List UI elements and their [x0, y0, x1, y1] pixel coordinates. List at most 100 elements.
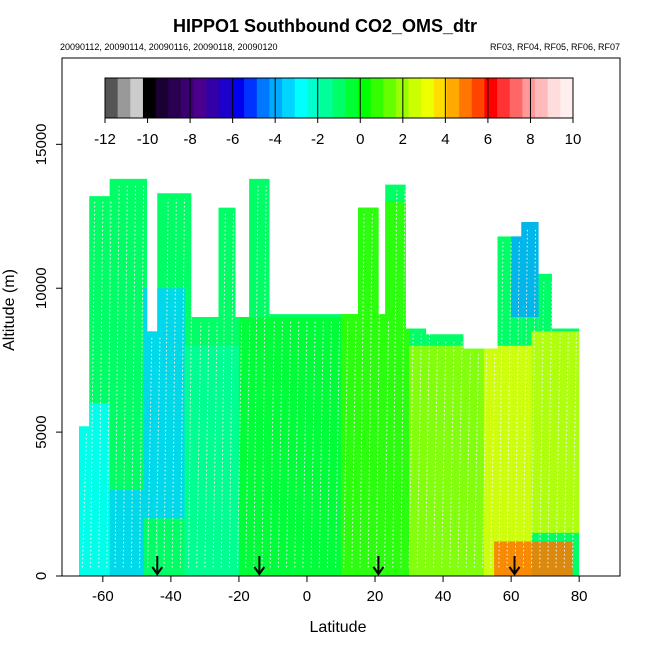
- profile-trace: [179, 199, 185, 568]
- colorbar-cell: [206, 78, 220, 118]
- value-cell: [313, 317, 318, 576]
- colorbar-cell: [433, 78, 447, 118]
- value-cell: [351, 314, 355, 576]
- profile-trace: [98, 201, 104, 568]
- profile-trace: [375, 213, 381, 568]
- colorbar-cell: [117, 78, 131, 118]
- profile-trace: [490, 354, 496, 568]
- value-cell: [381, 314, 386, 576]
- profile-trace: [335, 319, 341, 568]
- value-cell: [507, 345, 512, 576]
- colorbar-cell: [459, 78, 473, 118]
- value-cell: [269, 317, 274, 576]
- y-tick-label: 0: [33, 572, 50, 580]
- value-cell: [507, 541, 512, 576]
- value-cell: [524, 345, 529, 576]
- value-cell: [504, 345, 509, 576]
- value-cell: [181, 288, 185, 519]
- value-cell: [568, 331, 573, 533]
- colorbar-cell: [218, 78, 232, 118]
- value-cell: [453, 345, 457, 576]
- value-cell: [514, 541, 519, 576]
- x-axis-label: Latitude: [310, 619, 367, 636]
- value-cell: [126, 489, 131, 576]
- profile-trace: [408, 334, 414, 568]
- value-cell: [123, 489, 127, 576]
- value-cell: [528, 345, 532, 576]
- value-cell: [558, 541, 563, 576]
- value-cell: [330, 317, 335, 576]
- value-cell: [415, 345, 420, 576]
- value-cell: [521, 222, 526, 317]
- value-cell: [412, 345, 417, 576]
- value-cell: [320, 317, 325, 576]
- profile-trace: [449, 340, 455, 568]
- profile-trace: [245, 322, 251, 568]
- value-cell: [225, 345, 230, 576]
- colorbar-cell: [282, 78, 296, 118]
- value-cell: [562, 331, 566, 533]
- colorbar-tick-label: -12: [94, 131, 116, 148]
- colorbar-cell: [105, 78, 119, 118]
- colorbar-cell: [497, 78, 511, 118]
- x-tick-label: -40: [160, 588, 182, 605]
- value-cell: [259, 317, 264, 576]
- profile-trace: [400, 190, 406, 568]
- value-cell: [473, 348, 478, 576]
- colorbar-cell: [320, 78, 334, 118]
- value-cell: [221, 345, 226, 576]
- value-cell: [215, 345, 219, 576]
- value-cell: [334, 317, 338, 576]
- value-cell: [517, 345, 522, 576]
- y-tick-label: 10000: [33, 267, 50, 309]
- colorbar-cell: [231, 78, 245, 118]
- value-cell: [548, 331, 553, 533]
- value-cell: [531, 222, 536, 317]
- profile-trace: [237, 322, 243, 568]
- value-cell: [354, 314, 359, 576]
- value-cell: [494, 348, 498, 576]
- value-cell: [187, 345, 192, 576]
- colorbar-cell: [168, 78, 182, 118]
- profile-trace: [326, 319, 332, 568]
- chart-subtitle-dates: 20090112, 20090114, 20090116, 20090118, …: [60, 42, 278, 52]
- value-cell: [517, 541, 522, 576]
- value-cell: [361, 207, 366, 576]
- value-cell: [242, 317, 247, 576]
- value-cell: [487, 348, 492, 576]
- colorbar-cell: [256, 78, 270, 118]
- value-cell: [422, 345, 427, 576]
- x-tick-label: -60: [92, 588, 114, 605]
- colorbar-cell: [446, 78, 460, 118]
- colorbar-cell: [193, 78, 207, 118]
- colorbar-cell: [130, 78, 144, 118]
- profile-trace: [343, 319, 349, 568]
- value-cell: [317, 317, 321, 576]
- profile-trace: [212, 322, 218, 568]
- value-cell: [252, 317, 257, 576]
- arrow-head: [151, 566, 164, 576]
- profile-trace: [384, 319, 390, 568]
- colorbar-tick-label: -4: [269, 131, 282, 148]
- value-cell: [524, 222, 529, 317]
- value-cell: [262, 317, 267, 576]
- value-cell: [306, 317, 311, 576]
- colorbar-tick-label: -6: [226, 131, 239, 148]
- arrow-head: [508, 566, 521, 576]
- value-cell: [283, 317, 287, 576]
- x-tick-label: 0: [303, 588, 311, 605]
- value-cell: [133, 489, 138, 576]
- profile-trace: [351, 319, 357, 568]
- colorbar-cell: [307, 78, 321, 118]
- value-cell: [405, 328, 410, 576]
- colorbar-cell: [408, 78, 422, 118]
- profile-trace: [310, 319, 316, 568]
- colorbar-tick-label: 2: [399, 131, 407, 148]
- value-cell: [167, 288, 172, 519]
- colorbar-tick-label: 0: [356, 131, 364, 148]
- value-cell: [92, 403, 97, 576]
- value-cell: [511, 236, 515, 317]
- value-cell: [303, 317, 308, 576]
